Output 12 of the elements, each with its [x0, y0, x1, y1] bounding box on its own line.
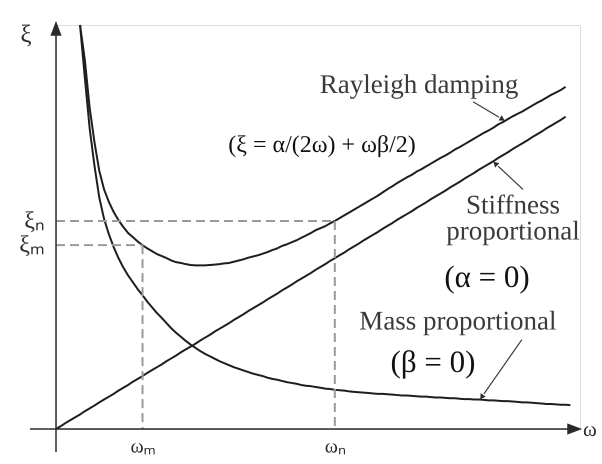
legend-label: Stiffness proportional: [446, 189, 580, 246]
ref-line-label: ξₙ: [24, 208, 45, 234]
annotation: (α = 0): [444, 259, 530, 294]
text: Mass proportional: [359, 306, 557, 336]
series-label: Rayleigh damping: [320, 68, 518, 99]
y-axis-title: ξ: [20, 21, 32, 48]
x-tick-label: ωₙ: [324, 436, 346, 458]
ref-line-label: ξₘ: [19, 232, 45, 258]
x-axis-title: ω: [583, 417, 597, 441]
x-tick-label: ωₘ: [130, 436, 156, 458]
annotation: (ξ = α/(2ω) + ωβ/2): [228, 132, 416, 158]
annotation: (β = 0): [390, 344, 476, 379]
